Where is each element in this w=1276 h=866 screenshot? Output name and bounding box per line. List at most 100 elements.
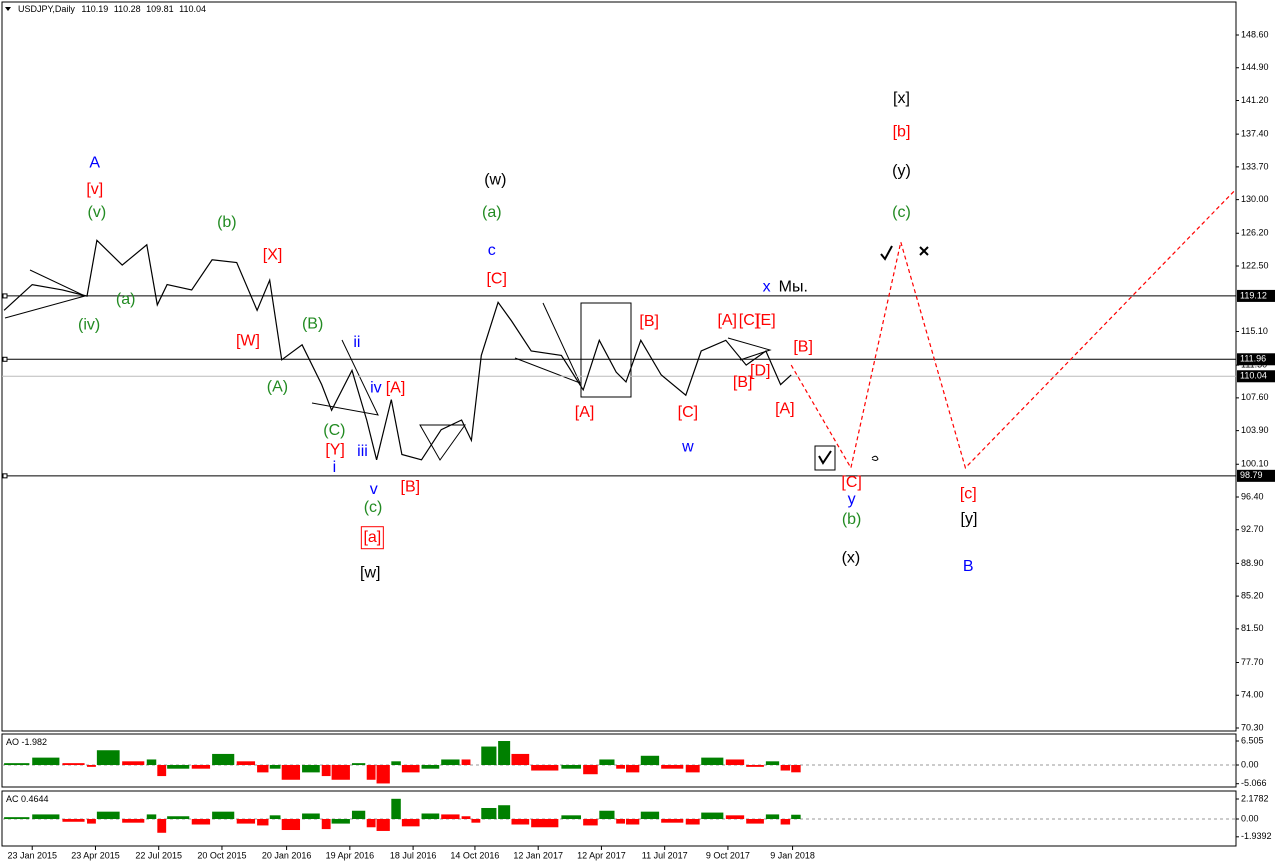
- histogram-bar: [746, 819, 764, 824]
- low: 109.81: [146, 4, 174, 14]
- wave-label: (b): [217, 214, 237, 231]
- histogram-bar: [122, 819, 145, 823]
- x-tick-label: 12 Jan 2017: [513, 850, 563, 860]
- histogram-bar: [421, 765, 440, 769]
- histogram-bar: [441, 814, 460, 820]
- histogram-bar: [391, 761, 401, 766]
- histogram-bar: [269, 765, 281, 769]
- wave-label: (y): [892, 163, 911, 180]
- histogram-bar: [96, 750, 120, 766]
- wave-label: (c): [892, 204, 911, 221]
- wave-label: B: [963, 558, 974, 575]
- histogram-bar: [191, 819, 211, 825]
- wave-label: [a]: [363, 529, 381, 546]
- wave-label: y: [848, 491, 856, 508]
- wave-label: [A]: [575, 404, 595, 421]
- y-tick-label: 0.00: [1241, 759, 1259, 769]
- x-tick-label: 20 Oct 2015: [197, 850, 246, 860]
- wave-label: (x): [842, 549, 861, 566]
- histogram-bar: [331, 765, 350, 780]
- wave-label: w: [681, 439, 694, 456]
- y-tick-label: 92.70: [1241, 524, 1264, 534]
- x-tick-label: 9 Jan 2018: [770, 850, 815, 860]
- histogram-bar: [96, 811, 120, 820]
- wave-label: [A]: [775, 401, 795, 418]
- histogram-bar: [351, 810, 366, 820]
- histogram-bar: [257, 819, 269, 826]
- histogram-bar: [461, 759, 471, 766]
- histogram-bar: [661, 819, 684, 823]
- check-icon: [818, 450, 832, 465]
- wave-label: (a): [116, 291, 136, 308]
- open: 110.19: [81, 4, 108, 14]
- wave-label: [X]: [263, 247, 283, 264]
- histogram-bar: [481, 807, 497, 820]
- chart-header: USDJPY,Daily 110.19 110.28 109.81 110.04: [18, 4, 206, 14]
- y-tick-label: 2.1782: [1241, 793, 1269, 803]
- histogram-bar: [780, 819, 791, 825]
- menu-icon[interactable]: [5, 7, 11, 11]
- histogram-bar: [561, 815, 581, 820]
- check-icon: [880, 245, 893, 261]
- y-tick-label: 137.40: [1241, 129, 1269, 139]
- high: 110.28: [114, 4, 141, 14]
- level-label-box: [1237, 289, 1275, 302]
- histogram-bar: [4, 817, 30, 820]
- histogram-bar: [791, 765, 801, 773]
- y-tick-label: 103.90: [1241, 425, 1269, 435]
- histogram-bar: [765, 761, 780, 766]
- note-icon: [814, 445, 836, 471]
- histogram-bar: [583, 765, 598, 775]
- histogram-bar: [725, 815, 745, 820]
- wave-label: [B]: [401, 478, 421, 495]
- wave-label: [E]: [756, 312, 776, 329]
- wave-label: [x]: [893, 90, 910, 107]
- main-frame: [1, 1, 1237, 732]
- histogram-bar: [331, 819, 350, 824]
- histogram-bar: [212, 811, 235, 820]
- y-tick-label: 70.30: [1241, 722, 1264, 732]
- price-line: [790, 189, 1236, 470]
- wave-label: (B): [302, 316, 323, 333]
- histogram-bar: [321, 819, 331, 830]
- histogram-bar: [257, 765, 269, 773]
- histogram-bar: [791, 814, 801, 820]
- wave-label: (b): [842, 511, 862, 528]
- box: [580, 302, 632, 398]
- wave-label: c: [488, 242, 496, 259]
- level-label-box: [1237, 353, 1275, 366]
- x-tick-label: 23 Jan 2015: [7, 850, 57, 860]
- triangle: [727, 337, 772, 361]
- histogram-bar: [701, 757, 724, 766]
- histogram-bar: [498, 805, 511, 820]
- wave-label: (c): [364, 499, 383, 516]
- histogram-bar: [441, 759, 460, 766]
- y-tick-label: 96.40: [1241, 491, 1264, 501]
- hand-icon: [871, 455, 879, 461]
- histogram-bar: [599, 759, 615, 766]
- ao-name: AO: [6, 737, 19, 747]
- histogram-bar: [498, 741, 511, 766]
- y-tick-label: 107.60: [1241, 392, 1269, 402]
- y-tick-label: 100.10: [1241, 459, 1269, 469]
- drawings: [4, 245, 929, 471]
- y-tick-label: -1.9392: [1241, 831, 1272, 841]
- histogram-bar: [62, 819, 85, 822]
- y-tick-label: -5.066: [1241, 778, 1267, 788]
- x-tick-label: 19 Apr 2016: [326, 850, 375, 860]
- histogram-bar: [780, 765, 791, 771]
- wave-label: (a): [482, 204, 502, 221]
- ao-frame: [1, 733, 1237, 788]
- wave-label: (A): [267, 378, 288, 395]
- histogram-bar: [62, 763, 85, 766]
- y-tick-label: 144.90: [1241, 62, 1269, 72]
- y-tick-label: 133.70: [1241, 161, 1269, 171]
- histogram-bar: [4, 763, 30, 766]
- wave-label: [B]: [639, 313, 659, 330]
- ac-name: AC: [6, 794, 19, 804]
- y-tick-label: 77.70: [1241, 657, 1264, 667]
- ac-last: 0.4644: [21, 794, 49, 804]
- triangle: [4, 269, 87, 319]
- wave-label: [D]: [750, 363, 770, 380]
